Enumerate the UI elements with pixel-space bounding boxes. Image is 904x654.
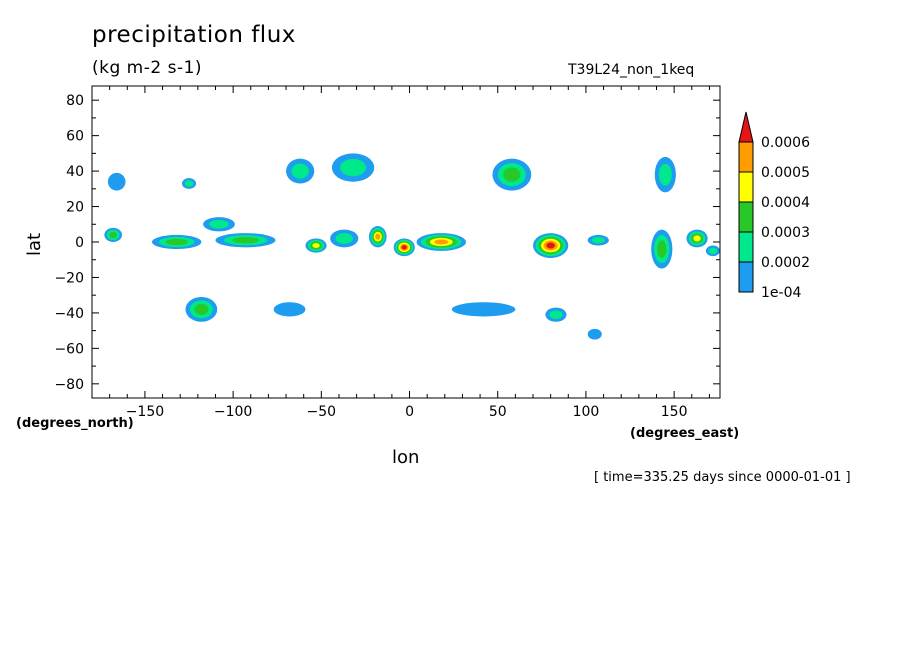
colorbar-label: 1e-04 xyxy=(761,285,801,301)
contour-level-4 xyxy=(312,243,320,249)
y-tick-label: −20 xyxy=(54,270,84,286)
y-tick-label: 60 xyxy=(66,129,84,145)
precip-cell xyxy=(107,172,126,191)
contour-fields xyxy=(104,153,720,340)
precip-cell xyxy=(273,302,306,317)
contour-level-4 xyxy=(693,235,701,242)
precip-cell xyxy=(545,307,567,322)
colorbar-swatch xyxy=(738,141,754,173)
colorbar-swatch xyxy=(738,261,754,293)
x-tick-label: −150 xyxy=(126,404,164,420)
contour-level-2 xyxy=(658,163,672,186)
y-tick-label: 40 xyxy=(66,164,84,180)
contour-level-5 xyxy=(434,239,449,245)
precip-cell xyxy=(104,227,122,242)
precip-cell xyxy=(330,229,359,248)
contour-level-3 xyxy=(109,231,118,239)
contour-level-6 xyxy=(546,242,555,249)
contour-level-2 xyxy=(184,180,194,187)
colorbar-label: 0.0002 xyxy=(761,255,810,271)
colorbar-label: 0.0004 xyxy=(761,195,810,211)
precip-cell xyxy=(203,217,235,232)
plot-axes: −150 −100 −50 0 50 100 150 −80 −60 −40 −20 0 20 40 60 8… xyxy=(54,85,721,420)
run-id-label: T39L24_non_1keq xyxy=(568,62,695,78)
y-tick-label: 20 xyxy=(66,200,84,216)
precip-cell xyxy=(654,156,676,193)
y-units-label: (degrees_north) xyxy=(16,416,134,431)
colorbar-swatch xyxy=(738,231,754,263)
precip-cell xyxy=(393,238,415,257)
contour-level-3 xyxy=(232,237,259,244)
precip-cell xyxy=(151,234,202,250)
colorbar-swatch xyxy=(738,171,754,203)
precip-cell xyxy=(286,158,315,184)
y-tick-label: −60 xyxy=(54,341,84,357)
contour-level-2 xyxy=(549,310,563,320)
contour-level-3 xyxy=(657,240,667,258)
precip-cell xyxy=(451,302,516,317)
y-tick-label: 0 xyxy=(75,235,84,251)
x-tick-label: 100 xyxy=(573,404,600,420)
contour-level-3 xyxy=(165,238,188,246)
precip-cell xyxy=(705,245,720,257)
x-units-label: (degrees_east) xyxy=(630,426,740,441)
precip-regions xyxy=(104,153,720,340)
precip-cell xyxy=(587,328,602,340)
precip-cell xyxy=(305,238,327,253)
precip-cell xyxy=(331,153,375,182)
contour-level-5 xyxy=(375,233,381,240)
precip-cell xyxy=(686,229,708,248)
contour-level-2 xyxy=(340,158,367,177)
colorbar-label: 0.0006 xyxy=(761,135,810,151)
colorbar-extend-arrow xyxy=(738,111,754,143)
chart-units: (kg m-2 s-1) xyxy=(92,58,203,78)
contour-level-3 xyxy=(503,167,521,182)
time-stamp: [ time=335.25 days since 0000-01-01 ] xyxy=(594,470,851,485)
precip-cell xyxy=(651,229,673,269)
x-tick-label: 0 xyxy=(405,404,414,420)
colorbar: 1e-04 0.0002 0.0003 0.0004 0.0005 0.0006 xyxy=(738,111,810,301)
contour-level-2 xyxy=(209,219,229,229)
contour-level-3 xyxy=(194,303,209,315)
colorbar-swatch xyxy=(738,201,754,233)
y-tick-label: −80 xyxy=(54,377,84,393)
contour-level-6 xyxy=(401,245,407,250)
contour-level-1 xyxy=(107,172,126,191)
x-tick-label: −50 xyxy=(307,404,337,420)
chart-title: precipitation flux xyxy=(92,22,296,48)
precip-cell xyxy=(416,233,466,251)
x-tick-label: 50 xyxy=(489,404,507,420)
precip-cell xyxy=(215,233,276,248)
contour-level-1 xyxy=(273,302,306,317)
contour-level-1 xyxy=(451,302,516,317)
contour-level-2 xyxy=(335,233,353,244)
precip-cell xyxy=(181,178,197,189)
colorbar-label: 0.0005 xyxy=(761,165,810,181)
y-tick-label: 80 xyxy=(66,93,84,109)
precip-cell xyxy=(533,233,569,258)
y-tick-label: −40 xyxy=(54,306,84,322)
contour-level-2 xyxy=(291,163,309,179)
colorbar-label: 0.0003 xyxy=(761,225,810,241)
x-axis-label: lon xyxy=(392,447,420,468)
contour-level-2 xyxy=(708,247,718,255)
contour-level-2 xyxy=(591,236,605,244)
precip-cell xyxy=(587,234,609,246)
precip-cell xyxy=(492,158,532,191)
precip-cell xyxy=(368,226,387,248)
x-tick-label: −100 xyxy=(214,404,252,420)
x-tick-label: 150 xyxy=(661,404,688,420)
contour-level-1 xyxy=(587,328,602,340)
precip-cell xyxy=(185,296,218,322)
